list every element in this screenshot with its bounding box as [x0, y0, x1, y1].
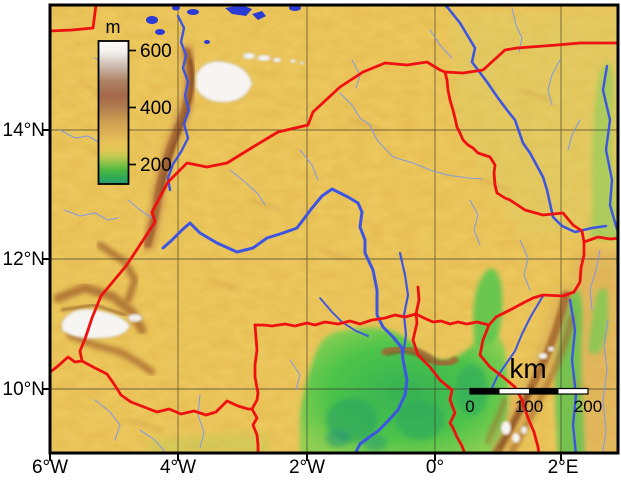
legend-tick-marks	[128, 49, 136, 166]
scale-bar: km 0 100 200	[465, 353, 602, 416]
minor-streams	[59, 7, 609, 453]
x-tick-2e: 2°E	[548, 457, 579, 478]
scale-bar-outline	[469, 387, 589, 395]
legend-unit-label: m	[106, 17, 121, 37]
legend-tick-400: 400	[140, 98, 172, 119]
scale-tick-0: 0	[465, 397, 474, 416]
longitude-labels: 6°W 4°W 2°W 0° 2°E	[32, 457, 578, 478]
country-borders	[50, 5, 618, 453]
scale-bar-unit: km	[509, 353, 546, 384]
latitude-labels: 14°N 12°N 10°N	[3, 120, 45, 400]
y-tick-14n: 14°N	[3, 120, 45, 141]
scale-tick-200: 200	[574, 397, 602, 416]
x-tick-4w: 4°W	[160, 457, 196, 478]
elevation-legend: m 600 400 200	[97, 17, 172, 185]
y-tick-12n: 12°N	[3, 249, 45, 270]
axis-tick-marks	[42, 129, 562, 461]
rivers	[161, 5, 618, 453]
legend-colorbar	[97, 40, 130, 185]
y-tick-10n: 10°N	[3, 379, 45, 400]
map-frame	[48, 3, 620, 455]
legend-tick-200: 200	[140, 155, 172, 176]
legend-tick-600: 600	[140, 41, 172, 62]
x-tick-6w: 6°W	[32, 457, 68, 478]
lowland-green-areas	[300, 62, 618, 453]
peak-white-patches	[61, 52, 555, 444]
x-tick-2w: 2°W	[289, 457, 325, 478]
map-body: m 600 400 200 km 0 100 200	[50, 5, 618, 453]
scale-tick-100: 100	[515, 397, 543, 416]
x-tick-0: 0°	[426, 457, 444, 478]
